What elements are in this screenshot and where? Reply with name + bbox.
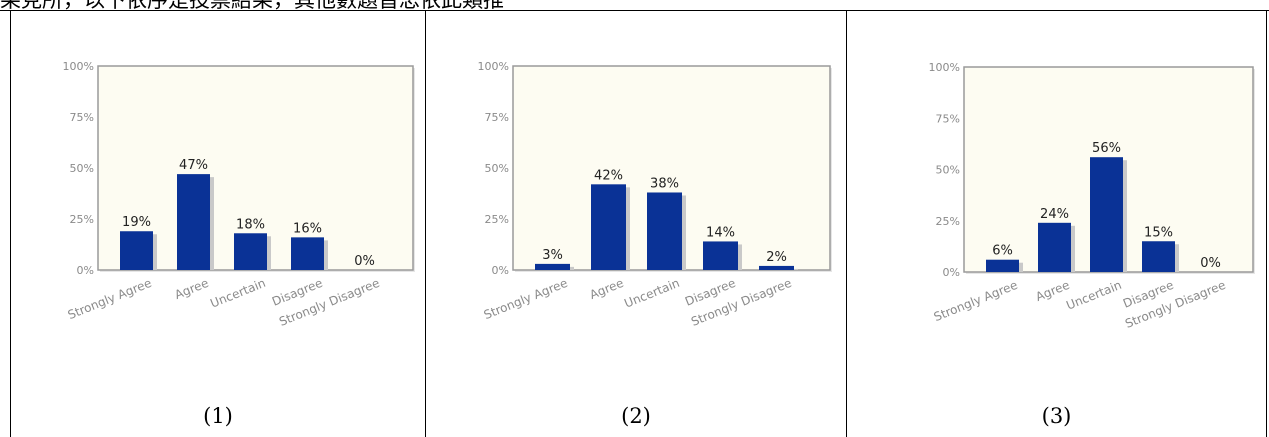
bar-value-label: 56% [1092,141,1121,156]
bar-value-label: 24% [1040,207,1069,222]
y-tick-label: 0% [492,264,509,277]
chart-1: 0% 25% 50% 75% 100% 19% Strongly Agree 47% Agree… [63,60,415,329]
x-category-label: Strongly Agree [482,276,570,322]
table-border-right [1266,10,1267,437]
y-tick-label: 100% [929,61,960,74]
bar [1142,241,1175,272]
header-text: 果見所，以下依序是投票結果，其他數題皆忠依此類推 [0,0,1269,11]
bar [703,241,738,270]
y-tick-label: 100% [478,60,509,73]
bar-value-label: 2% [766,250,787,265]
bar-value-label: 38% [650,176,679,191]
y-tick-label: 75% [485,111,509,124]
bar [291,237,324,270]
table-border-left [10,10,11,437]
bar [177,174,210,270]
bar [1090,157,1123,272]
chart-2: 0% 25% 50% 75% 100% 3% Strongly Agree 42% Agree 3… [478,60,832,329]
y-tick-label: 25% [485,213,509,226]
y-tick-label: 75% [70,111,94,124]
x-category-label: Strongly Agree [932,278,1020,324]
y-tick-label: 25% [936,215,960,228]
table-border-divider-2 [846,10,847,437]
x-category-label: Agree [588,276,626,302]
y-tick-label: 50% [936,164,960,177]
x-category-label: Uncertain [208,276,267,311]
bar-value-label: 6% [992,244,1013,259]
x-category-label: Uncertain [1064,278,1123,313]
bar-value-label: 0% [354,254,375,269]
y-tick-label: 50% [70,162,94,175]
y-tick-label: 25% [70,213,94,226]
x-category-label: Agree [173,276,211,302]
bar [647,192,682,270]
bar [759,265,794,270]
bar-value-label: 47% [179,158,208,173]
bar-value-label: 18% [236,217,265,232]
bar-value-label: 15% [1144,225,1173,240]
bar-value-label: 14% [706,225,735,240]
bar-value-label: 3% [542,248,563,263]
y-tick-label: 0% [77,264,94,277]
bar-value-label: 16% [293,221,322,236]
bar-value-label: 0% [1200,256,1221,271]
x-category-label: Strongly Agree [66,276,154,322]
chart-3: 0%25%50%75%100%6%Strongly Agree24%Agree5… [929,61,1255,331]
bar [535,263,570,270]
bar [1038,222,1071,272]
table-border-top [0,10,1269,11]
bar [120,231,153,270]
panel-caption-2: (2) [621,404,651,428]
bar-value-label: 42% [594,168,623,183]
table-border-divider-1 [425,10,426,437]
y-tick-label: 75% [936,112,960,125]
panel-caption-3: (3) [1041,404,1072,428]
bar [234,233,267,270]
y-tick-label: 0% [943,266,960,279]
x-category-label: Strongly Disagree [277,276,381,329]
bar [591,184,626,270]
bar-value-label: 19% [122,215,151,230]
x-category-label: Uncertain [622,276,681,311]
bar [986,259,1019,272]
y-tick-label: 50% [485,162,509,175]
y-tick-label: 100% [63,60,94,73]
x-category-label: Strongly Disagree [689,276,793,329]
panel-caption-1: (1) [203,404,233,428]
